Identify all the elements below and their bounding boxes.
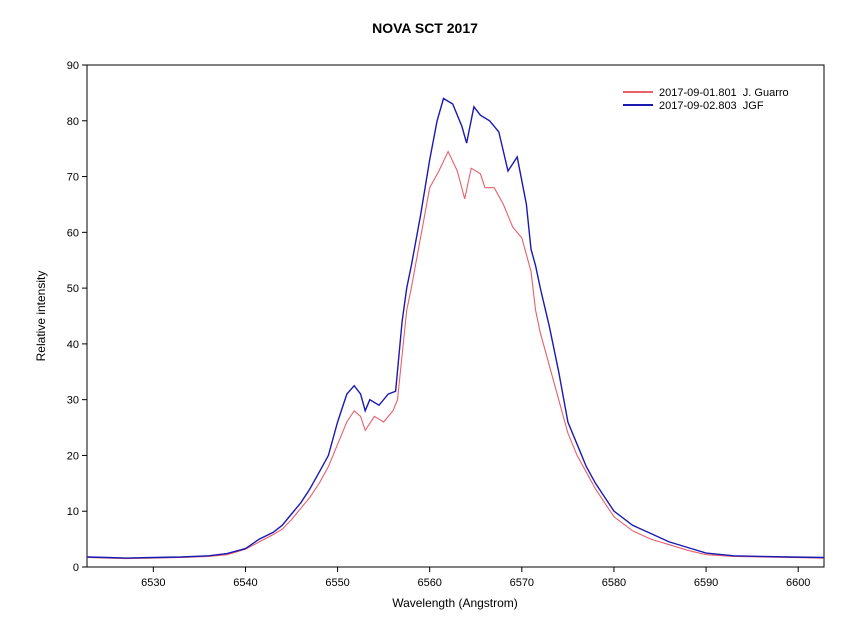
x-tick-label: 6550 — [325, 577, 349, 589]
x-axis-label: Wavelength (Angstrom) — [392, 596, 518, 610]
x-tick-label: 6600 — [786, 577, 810, 589]
y-tick-label: 90 — [67, 60, 79, 72]
y-tick-label: 70 — [67, 172, 79, 184]
y-tick-label: 40 — [67, 339, 79, 351]
plot-frame — [86, 64, 825, 568]
series-line-2 — [86, 97, 825, 559]
y-tick-label: 0 — [73, 562, 79, 574]
y-tick-label: 10 — [67, 506, 79, 518]
x-tick-label: 6530 — [141, 577, 165, 589]
legend-label-1: 2017-09-01.801 J. Guarro — [659, 87, 789, 99]
series-line-1 — [86, 150, 825, 560]
y-axis: 0 10 20 30 40 50 60 70 80 90 — [67, 60, 87, 574]
y-tick-label: 20 — [67, 450, 79, 462]
y-axis-label: Relative intensity — [34, 271, 48, 362]
x-axis: 6530 6540 6550 6560 6570 6580 6590 6600 — [141, 567, 810, 589]
x-tick-label: 6580 — [602, 577, 626, 589]
chart-title: NOVA SCT 2017 — [372, 20, 478, 36]
y-tick-label: 60 — [67, 227, 79, 239]
legend-label-2: 2017-09-02.803 JGF — [659, 100, 764, 112]
x-tick-label: 6540 — [233, 577, 257, 589]
x-tick-label: 6570 — [510, 577, 534, 589]
x-tick-label: 6560 — [417, 577, 441, 589]
series-layer — [86, 97, 825, 560]
y-tick-label: 30 — [67, 395, 79, 407]
y-tick-label: 80 — [67, 116, 79, 128]
y-tick-label: 50 — [67, 283, 79, 295]
x-tick-label: 6590 — [694, 577, 718, 589]
